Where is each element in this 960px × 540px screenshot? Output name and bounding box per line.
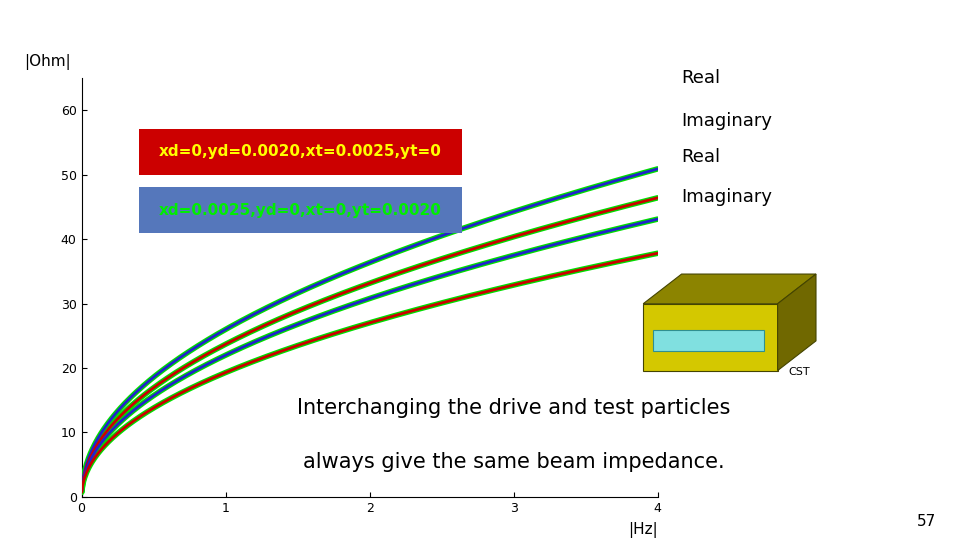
Text: xd=0.0025,yd=0,xt=0,yt=0.0020: xd=0.0025,yd=0,xt=0,yt=0.0020 xyxy=(159,202,442,218)
Polygon shape xyxy=(778,274,816,370)
Text: Imaginary: Imaginary xyxy=(682,112,773,131)
Bar xyxy=(653,330,764,351)
Polygon shape xyxy=(643,303,778,370)
Text: 57: 57 xyxy=(917,514,936,529)
Text: Real: Real xyxy=(682,69,721,87)
FancyBboxPatch shape xyxy=(139,129,462,174)
Text: always give the same beam impedance.: always give the same beam impedance. xyxy=(302,451,725,472)
Text: Interchanging the drive and test particles: Interchanging the drive and test particl… xyxy=(297,397,731,418)
Text: xd=0,yd=0.0020,xt=0.0025,yt=0: xd=0,yd=0.0020,xt=0.0025,yt=0 xyxy=(159,144,442,159)
Text: |Hz|: |Hz| xyxy=(628,522,658,538)
FancyBboxPatch shape xyxy=(139,187,462,233)
Text: The longitudinal beam impedance have 8 parameters: The longitudinal beam impedance have 8 p… xyxy=(14,16,960,49)
Text: Real: Real xyxy=(682,147,721,166)
Text: CST: CST xyxy=(788,367,810,376)
Text: |Ohm|: |Ohm| xyxy=(24,54,71,70)
Polygon shape xyxy=(643,274,816,303)
Text: Imaginary: Imaginary xyxy=(682,188,773,206)
